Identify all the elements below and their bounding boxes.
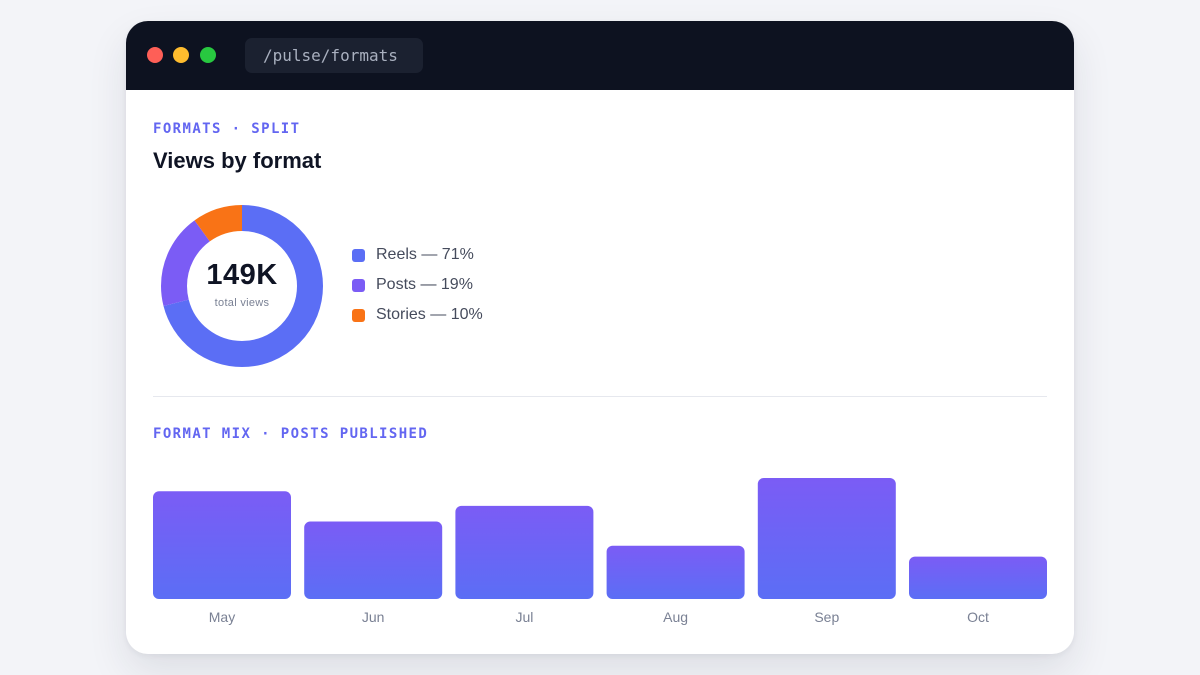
donut-center: 149K total views bbox=[161, 205, 323, 367]
bar-may bbox=[153, 491, 291, 599]
title-bar: /pulse/formats bbox=[126, 21, 1074, 90]
bar-oct bbox=[909, 556, 1047, 599]
legend-label-stories: Stories — 10% bbox=[376, 306, 483, 323]
month-label-sep: Sep bbox=[814, 609, 840, 625]
section-divider bbox=[153, 396, 1047, 397]
bar-sep bbox=[757, 478, 896, 599]
bar-chart bbox=[153, 478, 1047, 599]
mix-eyebrow: FORMAT MIX · POSTS PUBLISHED bbox=[153, 426, 429, 442]
donut-slice-stories bbox=[161, 205, 323, 367]
bar-jul bbox=[455, 505, 594, 599]
bar-jun bbox=[304, 521, 443, 599]
month-label-jun: Jun bbox=[361, 609, 385, 625]
total-views-value: 149K bbox=[206, 259, 278, 291]
legend-swatch-reels bbox=[352, 249, 365, 262]
month-label-jul: Jul bbox=[515, 609, 534, 625]
donut-slice-posts bbox=[161, 205, 323, 367]
bar-aug bbox=[606, 545, 745, 599]
total-views-caption: total views bbox=[214, 297, 270, 309]
minimize-window-button[interactable] bbox=[173, 47, 189, 63]
donut-svg bbox=[161, 205, 323, 367]
app-window: /pulse/formats FORMATS · SPLIT Views by … bbox=[126, 21, 1074, 654]
split-eyebrow: FORMATS · SPLIT bbox=[153, 121, 301, 137]
url-bar[interactable]: /pulse/formats bbox=[245, 38, 423, 73]
close-window-button[interactable] bbox=[147, 47, 163, 63]
month-label-aug: Aug bbox=[663, 609, 689, 625]
legend-label-reels: Reels — 71% bbox=[376, 246, 474, 263]
legend-swatch-posts bbox=[352, 279, 365, 292]
page-title: Views by format bbox=[153, 148, 322, 173]
month-label-may: May bbox=[208, 609, 236, 625]
legend-label-posts: Posts — 19% bbox=[376, 276, 473, 293]
donut-chart: 149K total views bbox=[161, 205, 323, 367]
legend-swatch-stories bbox=[352, 309, 365, 322]
maximize-window-button[interactable] bbox=[200, 47, 216, 63]
month-label-oct: Oct bbox=[967, 609, 989, 625]
